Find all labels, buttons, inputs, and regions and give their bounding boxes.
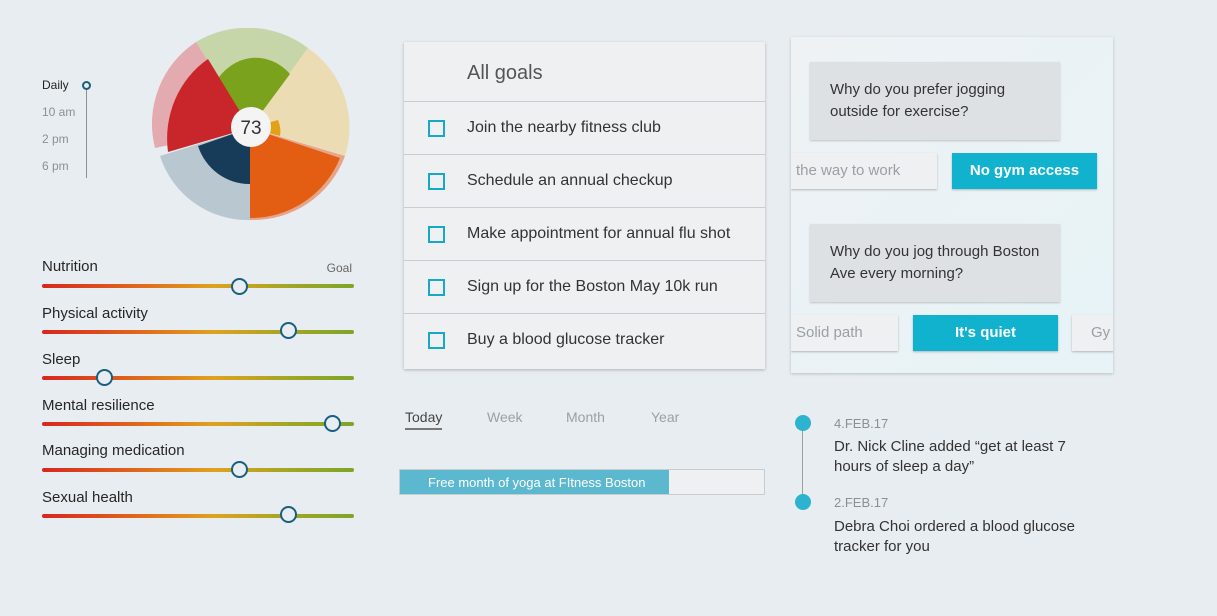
chat-question-1: Why do you prefer jogging outside for ex… xyxy=(810,62,1060,140)
period-tabs: Today Week Month Year xyxy=(405,409,705,435)
answer-chip-solid-path[interactable]: Solid path xyxy=(791,315,898,351)
goal-checkbox[interactable] xyxy=(428,279,445,296)
metric-thumb[interactable] xyxy=(280,506,297,523)
tab-month[interactable]: Month xyxy=(566,409,605,425)
timeline-dot xyxy=(795,494,811,510)
promo-progress-fill xyxy=(400,470,670,494)
goal-item[interactable]: Make appointment for annual flu shot xyxy=(404,208,765,261)
metric-label: Sexual health xyxy=(42,489,133,506)
goals-card: All goals Join the nearby fitness club S… xyxy=(404,42,765,369)
timeline-date: 4.FEB.17 xyxy=(834,416,889,431)
chat-question-2: Why do you jog through Boston Ave every … xyxy=(810,224,1060,302)
metric-physical-activity: Physical activity xyxy=(42,305,354,345)
wheel-segment-green xyxy=(215,57,290,128)
goal-checkbox[interactable] xyxy=(428,173,445,190)
goals-header: All goals xyxy=(404,42,765,102)
time-slider-rail[interactable] xyxy=(86,88,87,178)
metric-label: Managing medication xyxy=(42,442,185,459)
metric-sleep: Sleep xyxy=(42,351,354,391)
metric-bar[interactable] xyxy=(42,330,354,334)
metric-label: Sleep xyxy=(42,351,81,368)
metric-label: Nutrition xyxy=(42,258,98,275)
goal-text: Make appointment for annual flu shot xyxy=(467,225,731,242)
goal-checkbox[interactable] xyxy=(428,120,445,137)
metric-bar[interactable] xyxy=(42,514,354,518)
answer-chip-the-way-to-work[interactable]: the way to work xyxy=(791,153,937,189)
tab-today[interactable]: Today xyxy=(405,409,443,430)
time-option-10am[interactable]: 10 am xyxy=(42,105,76,119)
metric-thumb[interactable] xyxy=(280,322,297,339)
metric-label: Mental resilience xyxy=(42,397,155,414)
metric-bar[interactable] xyxy=(42,422,354,426)
goal-item[interactable]: Buy a blood glucose tracker xyxy=(404,314,765,367)
wheel-segment-red xyxy=(167,59,250,152)
metric-thumb[interactable] xyxy=(324,415,341,432)
metric-nutrition: Nutrition Goal xyxy=(42,258,354,298)
promo-label: Free month of yoga at FItness Boston xyxy=(428,475,646,490)
timeline-date: 2.FEB.17 xyxy=(834,495,889,510)
answer-chip-no-gym-access[interactable]: No gym access xyxy=(952,153,1097,189)
timeline-line xyxy=(802,423,803,503)
metric-managing-medication: Managing medication xyxy=(42,442,354,482)
metric-bar[interactable] xyxy=(42,468,354,472)
timeline-dot xyxy=(795,415,811,431)
wheel-segment-navy xyxy=(198,128,250,185)
time-slider-knob[interactable] xyxy=(82,81,91,90)
time-option-daily[interactable]: Daily xyxy=(42,78,69,92)
tab-year[interactable]: Year xyxy=(651,409,680,425)
score-value: 73 xyxy=(240,118,261,139)
answer-chip-gym[interactable]: Gy xyxy=(1072,315,1113,351)
metric-thumb[interactable] xyxy=(231,278,248,295)
score-circle xyxy=(231,107,271,147)
goal-text: Buy a blood glucose tracker xyxy=(467,331,665,348)
time-option-6pm[interactable]: 6 pm xyxy=(42,159,69,173)
goal-text: Sign up for the Boston May 10k run xyxy=(467,278,718,295)
goal-label: Goal xyxy=(326,261,352,275)
wheel-segment-orange xyxy=(250,128,340,219)
wheel-segments xyxy=(151,28,350,221)
metric-bar[interactable] xyxy=(42,284,354,288)
chat-card: Why do you prefer jogging outside for ex… xyxy=(791,37,1113,373)
metric-label: Physical activity xyxy=(42,305,148,322)
goal-checkbox[interactable] xyxy=(428,332,445,349)
goal-checkbox[interactable] xyxy=(428,226,445,243)
metric-thumb[interactable] xyxy=(96,369,113,386)
goal-text: Schedule an annual checkup xyxy=(467,172,673,189)
goals-title: All goals xyxy=(467,62,543,84)
goal-text: Join the nearby fitness club xyxy=(467,119,661,136)
timeline-entry-text: Debra Choi ordered a blood glucose track… xyxy=(834,518,1075,555)
time-option-2pm[interactable]: 2 pm xyxy=(42,132,69,146)
goal-item[interactable]: Join the nearby fitness club xyxy=(404,102,765,155)
timeline-entry-text: Dr. Nick Cline added “get at least 7 hou… xyxy=(834,438,1066,475)
metric-thumb[interactable] xyxy=(231,461,248,478)
metric-mental-resilience: Mental resilience xyxy=(42,397,354,437)
health-wheel: 73 xyxy=(151,28,350,221)
metric-sexual-health: Sexual health xyxy=(42,489,354,529)
goal-item[interactable]: Sign up for the Boston May 10k run xyxy=(404,261,765,314)
tab-week[interactable]: Week xyxy=(487,409,523,425)
answer-chip-its-quiet[interactable]: It's quiet xyxy=(913,315,1058,351)
promo-progress-bar[interactable]: Free month of yoga at FItness Boston xyxy=(399,469,765,495)
goal-item[interactable]: Schedule an annual checkup xyxy=(404,155,765,208)
metric-bar[interactable] xyxy=(42,376,354,380)
